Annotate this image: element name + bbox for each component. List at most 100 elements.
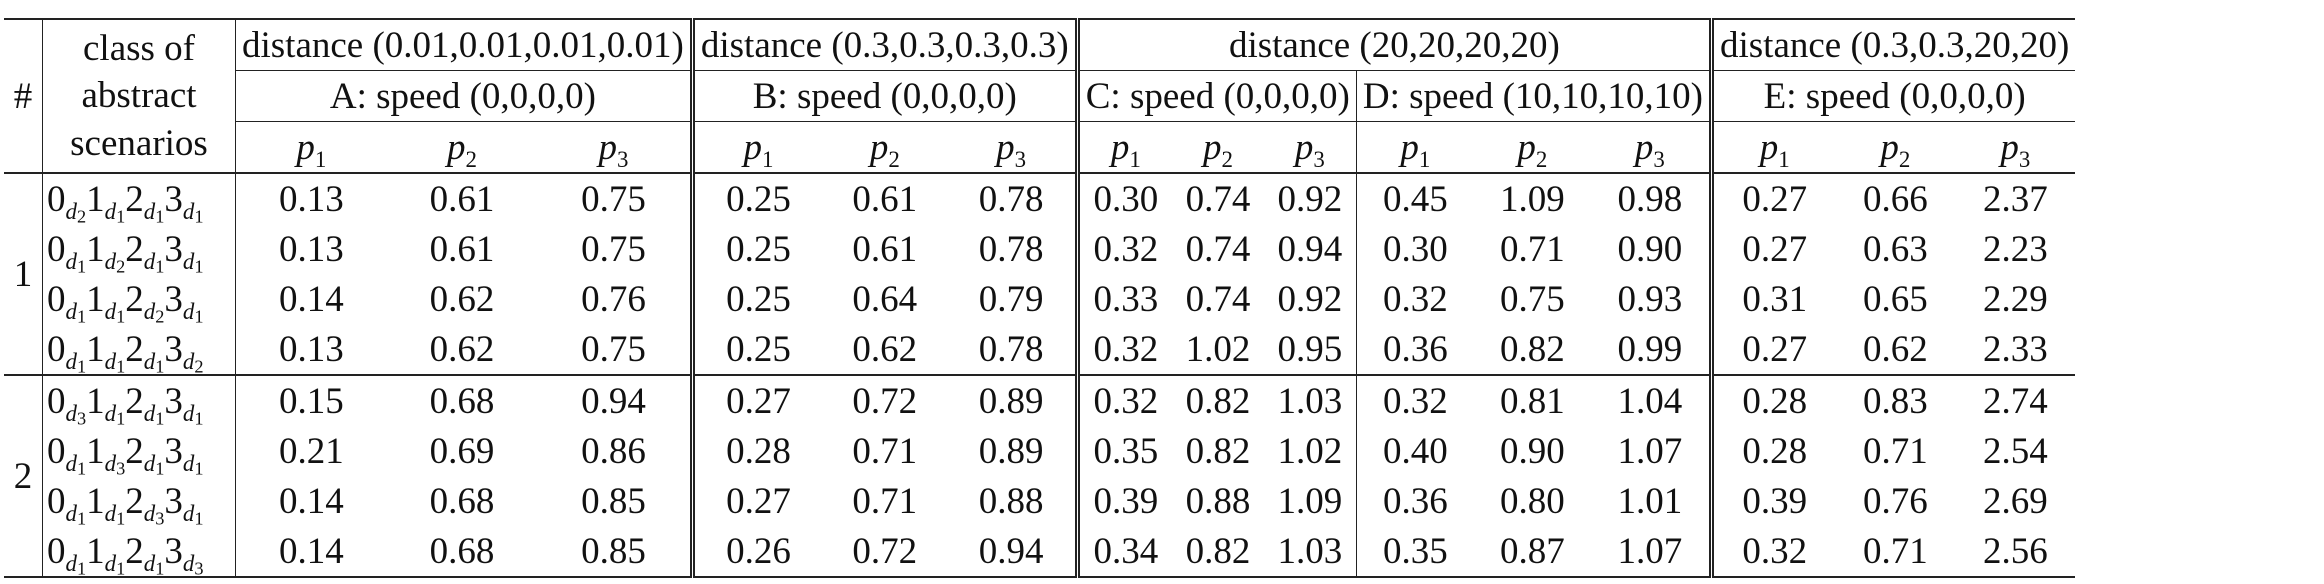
value-cell: 0.66 <box>1863 178 1928 220</box>
value-cell: 0.34 <box>1074 526 1173 579</box>
scenario-sub-index: 1 <box>76 256 87 277</box>
value-cell: 0.79 <box>978 278 1044 320</box>
p-symbol: p <box>2000 126 2019 168</box>
results-table: # class of abstract scenarios distance (… <box>4 17 2076 579</box>
value-cell: 0.75 <box>537 324 693 377</box>
class-header-line-3: scenarios <box>70 122 208 164</box>
value-cell: 0.25 <box>689 274 823 325</box>
scenario-sub-index: 2 <box>194 356 204 377</box>
p-subscript: 3 <box>1014 146 1027 172</box>
scenario-sub-letter: d <box>182 550 195 576</box>
scenario-sub-index: 1 <box>76 356 87 377</box>
value-cell: 2.29 <box>1983 278 2048 320</box>
value-cell: 0.28 <box>1709 374 1836 427</box>
value-cell: 0.27 <box>1709 324 1836 377</box>
p-subscript: 2 <box>465 146 477 172</box>
distance-group-header-3: distance (20,20,20,20) <box>1074 18 1712 71</box>
value-cell: 0.61 <box>852 178 918 220</box>
p-symbol: p <box>1759 126 1779 168</box>
value-cell: 2.37 <box>1983 178 2048 220</box>
value-cell: 0.80 <box>1500 480 1565 522</box>
scenario-state: 3 <box>164 178 183 220</box>
value-cell: 1.01 <box>1617 480 1683 522</box>
scenario-cell: 0d11d12d13d3 <box>42 526 236 579</box>
value-cell: 0.62 <box>1835 324 1956 377</box>
group-index: 1 <box>4 173 43 377</box>
scenario-sub-letter: d <box>65 550 77 576</box>
value-cell: 0.61 <box>429 178 495 220</box>
scenario-sub-index: 1 <box>116 356 126 377</box>
scenario-subscript: d1 <box>105 551 126 578</box>
scenario-state: 1 <box>86 228 105 270</box>
scenario-sub-letter: d <box>182 348 195 374</box>
value-cell: 2.56 <box>1955 526 2076 579</box>
scenario-subscript: d2 <box>144 299 165 326</box>
value-cell: 0.36 <box>1355 324 1474 377</box>
value-cell: 0.13 <box>234 224 387 275</box>
scenario-state: 3 <box>164 480 183 522</box>
value-cell: 0.99 <box>1590 324 1712 377</box>
value-cell: 0.68 <box>386 374 538 427</box>
value-cell: 0.64 <box>852 278 918 320</box>
scenario-sub-index: 1 <box>155 458 165 479</box>
scenario-subscript: d1 <box>182 198 204 226</box>
scenario-sub-letter: d <box>65 450 77 476</box>
scenario-sub-index: 1 <box>194 408 204 429</box>
value-cell: 0.40 <box>1355 426 1474 477</box>
scenario-sub-letter: d <box>143 248 156 274</box>
value-cell: 2.69 <box>1983 480 2048 522</box>
value-cell: 0.35 <box>1355 526 1474 579</box>
scenario-sub-letter: d <box>65 348 77 374</box>
scenario-state: 0 <box>47 328 66 370</box>
value-cell: 0.27 <box>689 476 823 527</box>
value-cell: 2.33 <box>1955 324 2076 377</box>
scenario-sub-letter: d <box>143 550 156 576</box>
scenario-sub-index: 1 <box>155 206 165 227</box>
p-subscript: 2 <box>1898 146 1911 172</box>
scenario-state: 0 <box>47 380 66 422</box>
scenario-subscript: d1 <box>183 501 204 528</box>
p-header-c-2: p2 <box>1172 121 1264 175</box>
value-cell: 0.74 <box>1185 228 1251 270</box>
scenario-sub-index: 1 <box>155 558 165 579</box>
scenario-subscript: d2 <box>105 249 126 276</box>
value-cell: 0.25 <box>689 224 823 275</box>
class-header-line-2: abstract <box>81 75 197 117</box>
scenario-sub-index: 1 <box>76 458 87 479</box>
value-cell: 0.32 <box>1074 324 1173 377</box>
scenario-cell: 0d11d22d13d1 <box>42 224 236 277</box>
scenario-state: 1 <box>86 178 105 220</box>
results-table-container: # class of abstract scenarios distance (… <box>4 17 2076 579</box>
value-cell: 0.85 <box>581 480 646 522</box>
scenario-sub-letter: d <box>182 248 195 274</box>
scenario-sub-index: 3 <box>194 558 204 579</box>
scenario-subscript: d1 <box>144 349 165 376</box>
scenario-state: 2 <box>125 480 144 522</box>
value-cell: 0.61 <box>852 228 918 270</box>
p-symbol: p <box>1203 126 1222 168</box>
value-cell: 0.30 <box>1355 224 1474 275</box>
value-cell: 0.93 <box>1617 278 1683 320</box>
value-cell: 0.69 <box>429 430 495 472</box>
scenario-sub-letter: d <box>182 198 195 224</box>
scenario-subscript: d1 <box>65 550 87 578</box>
p-symbol: p <box>296 126 315 168</box>
scenario-state: 2 <box>125 380 144 422</box>
value-cell: 0.90 <box>1500 430 1565 472</box>
value-cell: 0.45 <box>1355 173 1474 225</box>
scenario-subscript: d1 <box>144 199 165 227</box>
scenario-subscript: d1 <box>143 248 165 276</box>
scenario-subscript: d1 <box>144 451 165 479</box>
value-cell: 0.82 <box>1172 374 1264 427</box>
value-cell: 0.82 <box>1172 526 1264 579</box>
value-cell: 0.68 <box>386 526 538 579</box>
speed-group-header-a: A: speed (0,0,0,0) <box>235 70 693 122</box>
scenario-state: 2 <box>125 278 144 320</box>
p-header-a-2: p2 <box>386 121 538 175</box>
group-index: 2 <box>4 374 43 579</box>
value-cell: 0.68 <box>429 480 495 522</box>
value-cell: 0.39 <box>1709 476 1836 527</box>
value-cell: 0.75 <box>581 178 646 220</box>
scenario-sub-letter: d <box>104 500 117 526</box>
scenario-state: 3 <box>164 430 183 472</box>
